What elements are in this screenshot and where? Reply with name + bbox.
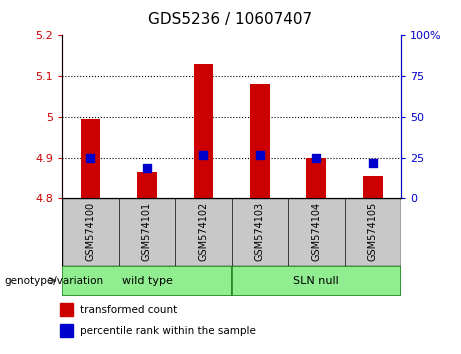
Text: GSM574104: GSM574104: [311, 202, 321, 262]
Point: [87, 155, 94, 160]
Text: GDS5236 / 10607407: GDS5236 / 10607407: [148, 12, 313, 27]
Point: [313, 155, 320, 160]
Bar: [363, 176, 383, 198]
Bar: [194, 64, 213, 198]
Text: GSM574100: GSM574100: [85, 202, 95, 262]
Text: GSM574101: GSM574101: [142, 202, 152, 262]
Point: [200, 153, 207, 158]
Bar: [307, 158, 326, 198]
Text: transformed count: transformed count: [80, 305, 177, 315]
Bar: [137, 172, 157, 198]
Text: wild type: wild type: [122, 275, 172, 286]
Point: [143, 165, 151, 171]
Text: GSM574102: GSM574102: [198, 202, 208, 262]
Text: genotype/variation: genotype/variation: [5, 275, 104, 286]
Bar: [60, 303, 73, 316]
Text: GSM574103: GSM574103: [255, 202, 265, 262]
Bar: [231, 266, 401, 296]
Bar: [60, 324, 73, 337]
Text: SLN null: SLN null: [294, 275, 339, 286]
Bar: [81, 119, 100, 198]
Text: percentile rank within the sample: percentile rank within the sample: [80, 326, 256, 336]
Bar: [250, 84, 270, 198]
Text: GSM574105: GSM574105: [368, 202, 378, 262]
Point: [256, 153, 264, 158]
Bar: [62, 266, 231, 296]
Point: [369, 160, 377, 166]
